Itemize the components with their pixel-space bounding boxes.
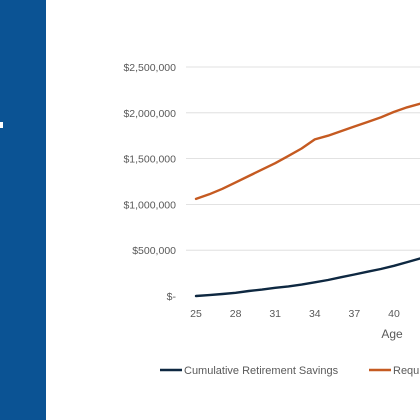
x-tick-label: 40 <box>388 308 400 320</box>
series-line-1 <box>194 257 420 298</box>
x-tick-label: 37 <box>349 308 361 320</box>
y-tick-label: $2,500,000 <box>123 62 176 74</box>
y-tick-label: $- <box>167 291 177 303</box>
y-tick-label: $2,000,000 <box>123 108 176 120</box>
gridlines <box>186 66 420 251</box>
series-line-2 <box>194 102 420 201</box>
x-tick-label: 28 <box>230 308 242 320</box>
y-tick-label: $1,000,000 <box>123 199 176 211</box>
x-tick-label: 34 <box>309 308 321 320</box>
y-tick-label: $500,000 <box>132 245 176 257</box>
legend: Cumulative Retirement Savings Requ <box>160 365 419 377</box>
x-tick-label: 25 <box>190 308 202 320</box>
y-tick-labels: $- $500,000 $1,000,000 $1,500,000 $2,000,000… <box>123 62 176 303</box>
side-panel <box>0 0 46 420</box>
x-axis-title: Age <box>381 327 403 341</box>
y-tick-label: $1,500,000 <box>123 154 176 166</box>
x-tick-label: 31 <box>269 308 281 320</box>
legend-label-1: Cumulative Retirement Savings <box>184 365 339 377</box>
legend-label-2: Requ <box>393 365 419 377</box>
series-lines <box>194 102 420 298</box>
side-panel-mark <box>0 122 3 128</box>
x-tick-labels: 25 28 31 34 37 40 <box>190 308 400 320</box>
